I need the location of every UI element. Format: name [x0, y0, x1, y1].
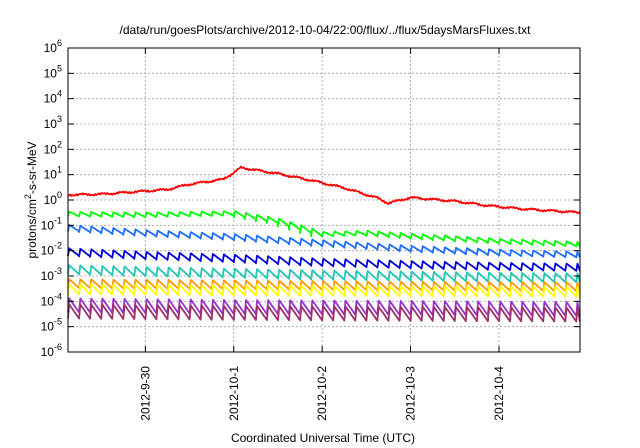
y-axis-title-sup: 2: [23, 194, 33, 199]
y-tick-base: 10: [44, 117, 58, 131]
series-line-2: [67, 210, 581, 248]
y-tick-exponent: 1: [57, 165, 62, 175]
y-axis-title-prefix: protons/cm: [25, 199, 39, 258]
y-tick-label: 10-4: [41, 291, 62, 308]
y-tick-label: 104: [44, 89, 62, 106]
x-tick-label: 2012-9-30: [138, 366, 152, 421]
y-tick-base: 10: [41, 320, 55, 334]
series-line-5: [67, 264, 581, 284]
y-axis-title: protons/cm2-s-sr-MeV: [23, 141, 39, 258]
series-layer: [67, 165, 581, 323]
y-tick-base: 10: [41, 269, 55, 283]
y-tick-exponent: -4: [54, 291, 62, 301]
y-tick-label: 10-2: [41, 241, 62, 258]
series-line-9: [67, 303, 581, 323]
series-line-7: [67, 283, 581, 298]
x-tick-label: 2012-10-2: [315, 366, 329, 421]
y-tick-label: 10-1: [41, 215, 62, 232]
y-tick-base: 10: [41, 345, 55, 359]
y-tick-base: 10: [44, 66, 58, 80]
x-tick-label: 2012-10-4: [492, 366, 506, 421]
y-tick-base: 10: [44, 41, 58, 55]
x-axis: 2012-9-30 2012-10-1 2012-10-2 2012-10-3 2012…: [138, 48, 506, 421]
y-tick-exponent: -1: [54, 215, 62, 225]
y-tick-label: 105: [44, 63, 62, 80]
y-tick-label: 102: [44, 139, 62, 156]
series-line-4: [67, 247, 581, 272]
y-tick-base: 10: [44, 92, 58, 106]
y-tick-exponent: 0: [57, 190, 62, 200]
chart-title: /data/run/goesPlots/archive/2012-10-04/2…: [120, 23, 532, 37]
y-tick-base: 10: [41, 218, 55, 232]
y-tick-exponent: 3: [57, 114, 62, 124]
y-tick-label: 101: [44, 165, 62, 182]
y-tick-label: 10-5: [41, 317, 62, 334]
series-line-1: [67, 165, 581, 215]
y-axis: 10-610-510-410-310-210-11001011021031041…: [41, 38, 580, 359]
y-tick-exponent: 4: [57, 89, 62, 99]
y-tick-label: 10-3: [41, 266, 62, 283]
y-tick-exponent: -6: [54, 342, 62, 352]
y-axis-title-suffix: -s-sr-MeV: [25, 141, 39, 194]
y-tick-label: 100: [44, 190, 62, 207]
y-tick-exponent: 2: [57, 139, 62, 149]
y-tick-label: 103: [44, 114, 62, 131]
y-tick-exponent: 6: [57, 38, 62, 48]
x-tick-label: 2012-10-3: [404, 366, 418, 421]
y-tick-exponent: -3: [54, 266, 62, 276]
grid: [68, 48, 580, 352]
x-axis-title: Coordinated Universal Time (UTC): [231, 431, 415, 445]
series-line-3: [67, 224, 581, 259]
y-tick-base: 10: [41, 294, 55, 308]
y-tick-base: 10: [44, 168, 58, 182]
y-tick-exponent: 5: [57, 63, 62, 73]
y-tick-label: 106: [44, 38, 62, 55]
y-tick-exponent: -5: [54, 317, 62, 327]
y-tick-label: 10-6: [41, 342, 62, 359]
y-tick-base: 10: [41, 244, 55, 258]
y-tick-base: 10: [44, 193, 58, 207]
y-tick-base: 10: [44, 142, 58, 156]
y-tick-exponent: -2: [54, 241, 62, 251]
x-tick-label: 2012-10-1: [227, 366, 241, 421]
